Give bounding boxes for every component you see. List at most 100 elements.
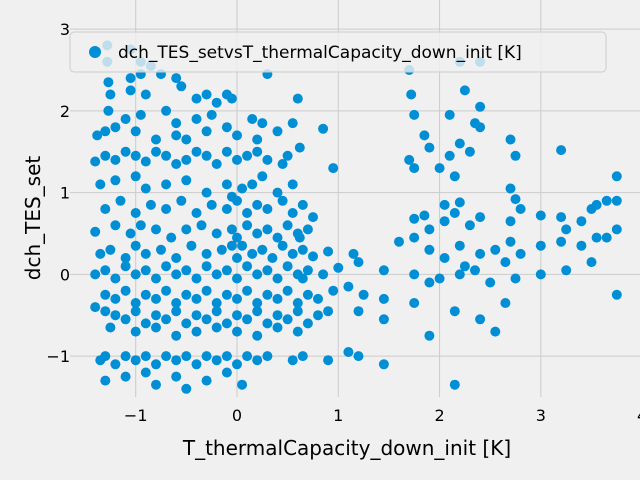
data-point xyxy=(262,204,273,214)
data-point xyxy=(130,126,141,137)
data-point xyxy=(151,134,161,145)
data-point xyxy=(282,261,293,272)
data-point xyxy=(404,154,415,165)
data-point xyxy=(130,355,141,366)
data-point xyxy=(125,73,136,84)
data-point xyxy=(323,306,334,317)
legend: dch_TES_setvsT_thermalCapacity_down_init… xyxy=(69,31,607,73)
data-point xyxy=(257,171,268,182)
data-point xyxy=(176,81,187,92)
data-point xyxy=(120,114,131,124)
data-point xyxy=(242,285,253,296)
data-point xyxy=(449,306,460,317)
data-point xyxy=(130,208,141,218)
data-point xyxy=(434,273,445,284)
data-point xyxy=(406,89,417,100)
data-point xyxy=(181,154,192,165)
data-point xyxy=(191,208,202,218)
data-point xyxy=(95,179,106,190)
data-point xyxy=(505,216,516,227)
data-point xyxy=(302,318,313,329)
data-point xyxy=(449,208,460,218)
data-point xyxy=(161,105,172,116)
y-tick-labels: −1 0 1 2 3 xyxy=(46,20,70,366)
data-point xyxy=(272,293,283,304)
y-tick-label: 1 xyxy=(60,184,70,203)
data-point xyxy=(378,314,389,325)
data-point xyxy=(125,228,136,239)
data-point xyxy=(100,289,111,300)
data-point xyxy=(221,179,232,190)
y-tick-label: 3 xyxy=(60,20,70,39)
data-point xyxy=(252,330,263,341)
data-point xyxy=(201,187,212,198)
data-point xyxy=(237,183,248,194)
data-point xyxy=(232,232,242,243)
data-point xyxy=(449,171,460,182)
data-point xyxy=(490,244,501,255)
data-point xyxy=(232,253,242,263)
data-point xyxy=(287,248,298,259)
data-point xyxy=(353,351,364,362)
data-point xyxy=(171,306,182,317)
data-point xyxy=(242,351,253,362)
data-point xyxy=(171,355,182,366)
y-tick-label: 0 xyxy=(60,265,70,284)
data-point xyxy=(201,248,212,259)
data-point xyxy=(201,126,212,137)
data-point xyxy=(221,367,232,378)
data-point xyxy=(505,183,516,194)
data-point xyxy=(424,330,435,341)
data-point xyxy=(475,248,486,259)
data-point xyxy=(211,97,222,108)
data-point xyxy=(151,322,161,333)
data-point xyxy=(302,289,313,300)
data-point xyxy=(262,224,273,235)
data-point xyxy=(130,298,141,308)
data-point xyxy=(135,109,146,120)
x-tick-label: 2 xyxy=(434,406,444,425)
data-point xyxy=(95,248,106,259)
data-point xyxy=(601,232,612,243)
data-point xyxy=(297,351,308,362)
data-point xyxy=(232,326,242,337)
data-point xyxy=(444,150,455,161)
data-point xyxy=(156,244,166,255)
data-point xyxy=(176,195,187,206)
data-point xyxy=(110,220,121,231)
data-point xyxy=(232,154,242,165)
data-point xyxy=(100,126,111,137)
data-point xyxy=(323,246,334,257)
data-point xyxy=(191,310,202,321)
data-point xyxy=(211,228,222,239)
data-point xyxy=(475,314,486,325)
data-point xyxy=(110,175,121,186)
data-point xyxy=(419,210,430,221)
data-point xyxy=(464,146,475,157)
data-point xyxy=(328,285,339,296)
data-point xyxy=(262,289,273,300)
x-tick-label: 1 xyxy=(333,406,343,425)
data-point xyxy=(140,248,151,259)
y-tick-label: 2 xyxy=(60,102,70,121)
data-point xyxy=(470,265,480,276)
data-point xyxy=(272,232,283,243)
data-point xyxy=(287,179,298,190)
data-point xyxy=(120,253,131,263)
data-point xyxy=(439,199,450,210)
data-point xyxy=(171,253,182,263)
data-point xyxy=(211,306,222,317)
y-tick-label: −1 xyxy=(46,347,70,366)
data-point xyxy=(409,109,420,120)
data-point xyxy=(140,156,151,167)
data-point xyxy=(439,253,450,263)
data-point xyxy=(201,351,212,362)
data-point xyxy=(110,310,121,321)
data-point xyxy=(151,293,161,304)
data-point xyxy=(505,134,516,145)
data-point xyxy=(439,216,450,227)
data-point xyxy=(103,77,114,88)
data-point xyxy=(424,277,435,288)
data-point xyxy=(120,146,131,157)
data-point xyxy=(394,236,404,247)
